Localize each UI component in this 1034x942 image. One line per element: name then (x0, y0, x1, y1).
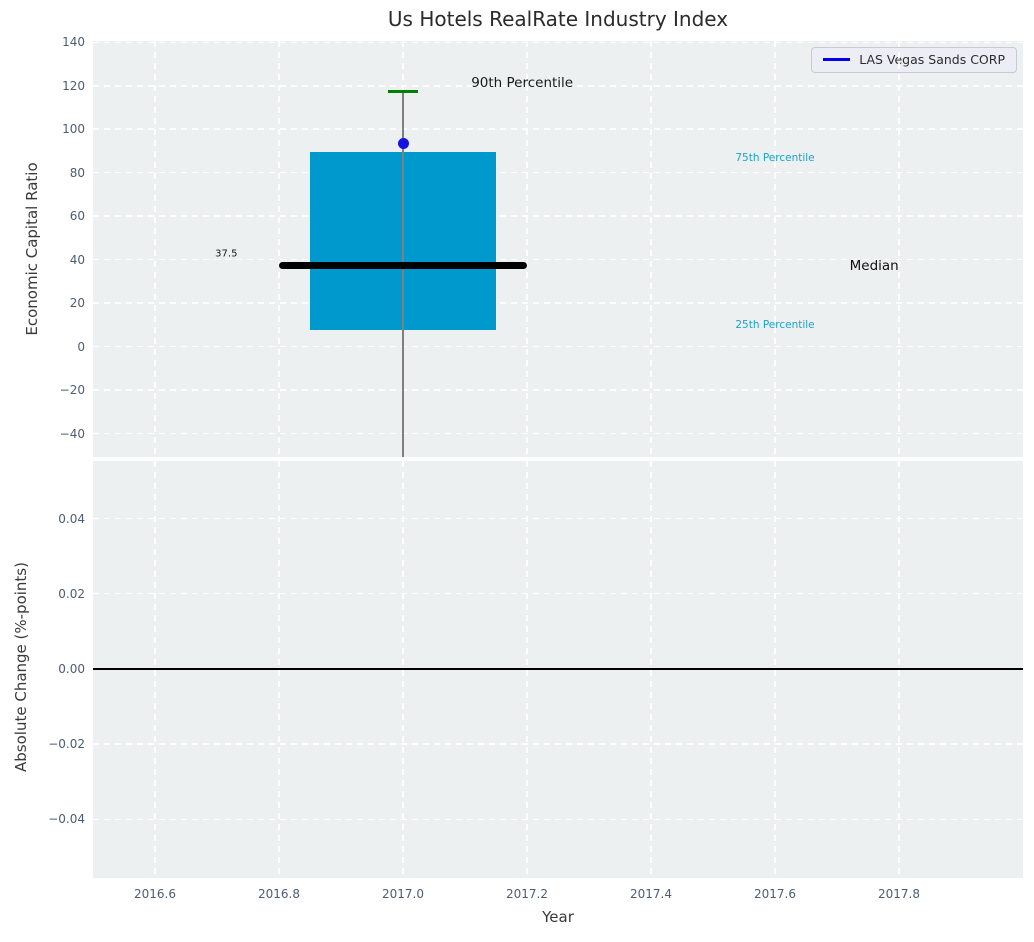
y-tick-label: 0.00 (58, 661, 85, 676)
y-tick-label: −0.04 (48, 812, 85, 827)
x-tick-label: 2017.4 (630, 887, 672, 901)
gridline-horizontal (93, 41, 1023, 44)
gridline-horizontal (93, 171, 1023, 174)
whisker-line (402, 91, 404, 457)
gridline-horizontal (93, 389, 1023, 391)
gridline-horizontal (93, 85, 1023, 87)
gridline-horizontal (93, 743, 1023, 745)
p90-cap-line (388, 89, 418, 93)
y-tick-label: 20 (69, 296, 85, 311)
gridline-vertical (650, 41, 652, 457)
y-tick-label: 0.02 (58, 586, 85, 601)
annotation-25th-percentile: 25th Percentile (735, 319, 815, 332)
gridline-horizontal (93, 818, 1023, 821)
x-tick-label: 2016.8 (258, 887, 300, 901)
gridline-horizontal (93, 258, 1023, 261)
gridline-vertical (774, 41, 776, 457)
y-tick-label: 80 (69, 165, 85, 180)
y-tick-label: 40 (69, 252, 85, 267)
gridline-horizontal (93, 345, 1023, 348)
annotation-median: Median (849, 257, 899, 274)
gridline-vertical (898, 41, 900, 457)
x-tick-label: 2017.0 (382, 887, 424, 901)
y-tick-label: 60 (69, 209, 85, 224)
zero-line (93, 668, 1023, 670)
axes-top-panel: LAS Vegas Sands CORP 90th Percentile 37.5… (93, 41, 1023, 457)
x-tick-label: 2017.2 (506, 887, 548, 901)
gridline-horizontal (93, 517, 1023, 520)
gridline-vertical (278, 41, 280, 457)
axes-bottom-panel (93, 461, 1023, 878)
legend-label: LAS Vegas Sands CORP (859, 52, 1005, 67)
y-tick-label: −0.02 (48, 737, 85, 752)
legend-line-icon (823, 58, 851, 61)
gridline-vertical (526, 41, 528, 457)
x-tick-label: 2016.6 (134, 887, 176, 901)
gridline-horizontal (93, 128, 1023, 130)
legend: LAS Vegas Sands CORP (811, 47, 1017, 73)
annotation-37-5: 37.5 (215, 248, 238, 260)
median-line (279, 261, 527, 269)
y-tick-label: −20 (59, 383, 85, 398)
y-tick-label: −40 (59, 426, 85, 441)
chart-title: Us Hotels RealRate Industry Index (387, 7, 729, 31)
y-tick-label: 140 (62, 35, 85, 50)
gridline-vertical (154, 41, 156, 457)
annotation-90th-percentile: 90th Percentile (471, 74, 574, 91)
gridline-horizontal (93, 302, 1023, 304)
y-tick-label: 0.04 (58, 511, 85, 526)
x-axis-label: Year (542, 908, 574, 926)
x-tick-label: 2017.6 (754, 887, 796, 901)
x-tick-label: 2017.8 (878, 887, 920, 901)
y-tick-label: 120 (62, 78, 85, 93)
y-tick-label: 0 (77, 339, 85, 354)
company-data-point (397, 137, 409, 149)
y-tick-label: 100 (62, 122, 85, 137)
gridline-horizontal (93, 592, 1023, 595)
gridline-horizontal (93, 432, 1023, 435)
annotation-75th-percentile: 75th Percentile (735, 151, 815, 164)
gridline-horizontal (93, 215, 1023, 217)
